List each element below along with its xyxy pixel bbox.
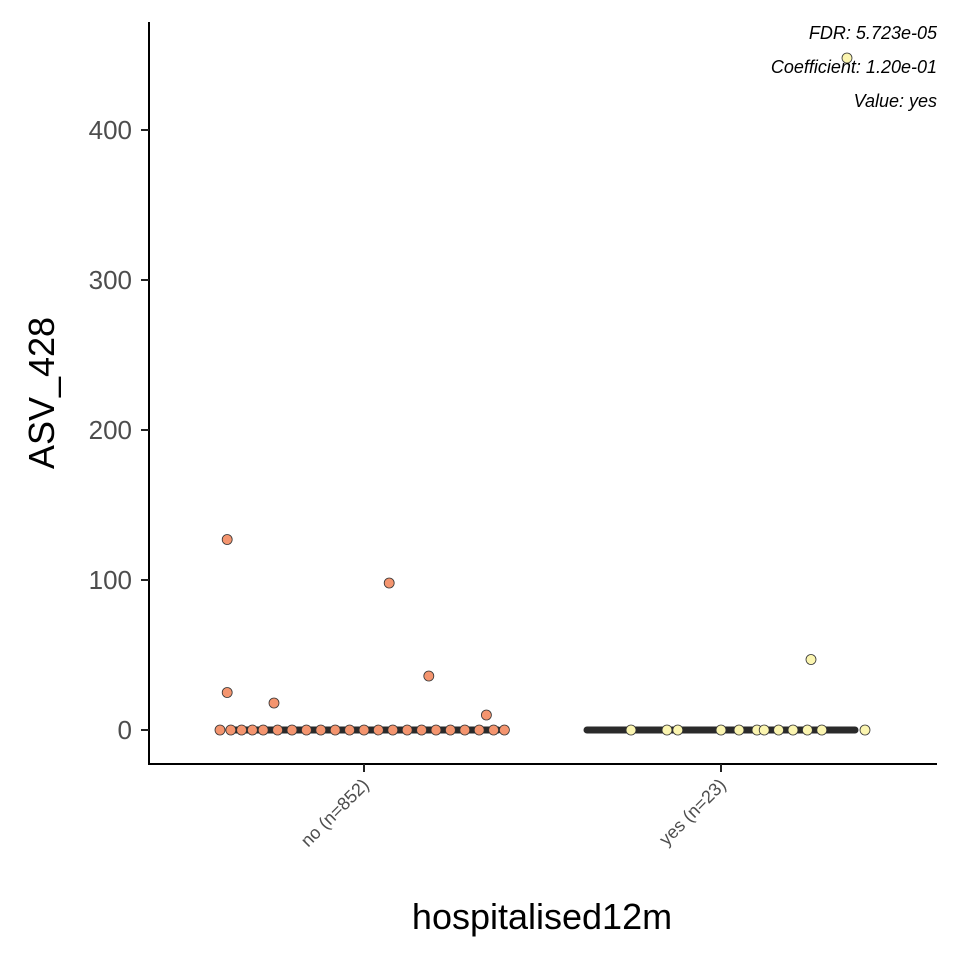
point-0-26: [488, 724, 500, 736]
point-0-15: [329, 724, 341, 736]
point-0-21: [416, 724, 428, 736]
point-1-8: [758, 724, 770, 736]
point-1-13: [859, 724, 871, 736]
point-1-0: [841, 52, 853, 64]
point-0-19: [387, 724, 399, 736]
y-axis-ticks: 0 100 200 300 400: [89, 115, 149, 745]
point-0-27: [498, 724, 510, 736]
y-tick-label-0: 0: [118, 715, 132, 745]
point-1-6: [733, 724, 745, 736]
point-0-9: [246, 724, 258, 736]
value-annotation: Value: yes: [854, 91, 937, 111]
point-0-22: [430, 724, 442, 736]
x-tick-label-0: no (n=852): [297, 775, 373, 851]
point-1-2: [625, 724, 637, 736]
point-0-16: [344, 724, 356, 736]
point-0-13: [300, 724, 312, 736]
y-tick-label-4: 400: [89, 115, 132, 145]
point-0-17: [358, 724, 370, 736]
y-tick-label-3: 300: [89, 265, 132, 295]
point-0-2: [423, 670, 435, 682]
point-1-1: [805, 654, 817, 665]
point-0-8: [236, 724, 248, 736]
y-tick-label-1: 100: [89, 565, 132, 595]
point-0-11: [272, 724, 284, 736]
y-tick-label-2: 200: [89, 415, 132, 445]
point-0-14: [315, 724, 327, 736]
coefficient-annotation: Coefficient: 1.20e-01: [771, 57, 937, 77]
point-1-11: [802, 724, 813, 736]
data-points: [214, 52, 871, 736]
point-0-4: [268, 697, 280, 709]
point-1-10: [787, 724, 799, 736]
point-0-18: [372, 724, 384, 736]
point-0-6: [214, 724, 226, 736]
point-0-24: [459, 724, 471, 736]
point-1-3: [661, 724, 673, 736]
point-0-12: [286, 724, 298, 736]
point-0-0: [221, 534, 233, 545]
point-1-12: [816, 724, 828, 736]
point-0-5: [480, 709, 492, 721]
point-1-9: [773, 724, 784, 736]
y-axis-title: ASV_428: [21, 317, 62, 469]
point-1-4: [672, 724, 684, 736]
x-tick-label-1: yes (n=23): [655, 775, 730, 850]
point-0-3: [221, 687, 233, 698]
x-axis-ticks: no (n=852) yes (n=23): [297, 764, 730, 851]
point-0-20: [401, 724, 413, 736]
point-0-25: [473, 724, 485, 736]
point-0-7: [225, 724, 237, 736]
fdr-annotation: FDR: 5.723e-05: [809, 23, 938, 43]
point-0-10: [257, 724, 269, 736]
point-1-5: [715, 724, 727, 736]
x-axis-title: hospitalised12m: [412, 896, 672, 937]
point-0-23: [444, 724, 456, 736]
point-0-1: [383, 577, 395, 589]
